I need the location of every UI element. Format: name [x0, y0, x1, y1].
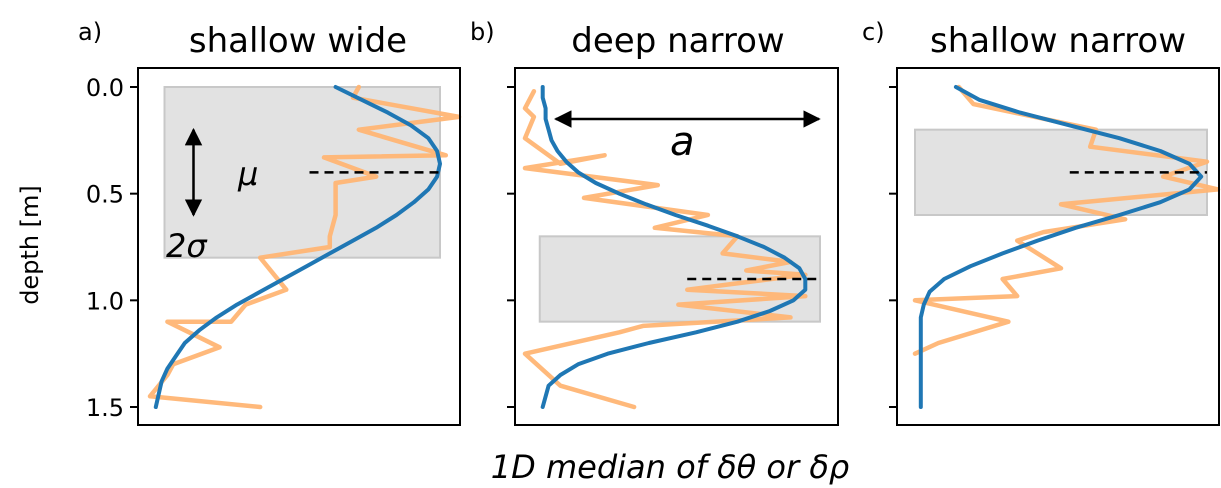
- series-line-orange: [147, 84, 462, 410]
- series-line-blue: [540, 85, 808, 409]
- panel-letter: a): [78, 18, 102, 46]
- axes-frame: [514, 67, 839, 426]
- panel-c: c) shallow narrow: [862, 18, 1221, 426]
- amplitude-a-label: a: [670, 119, 695, 165]
- y-tick-label: 0.5: [86, 181, 124, 209]
- panel-title: shallow wide: [189, 21, 407, 61]
- series-line-blue: [918, 85, 1204, 409]
- y-tick-label: 1.5: [86, 394, 124, 422]
- panel-b: a b) deep narrow: [470, 18, 839, 426]
- series-line-blue: [153, 85, 442, 409]
- panel-letter: b): [470, 18, 495, 46]
- axes-frame: [896, 67, 1220, 426]
- panel-a: μ 2σ 0.0 0.5 1.0 1.5 a) shallow wide: [78, 18, 462, 426]
- y-tick-label: 0.0: [86, 74, 124, 102]
- y-axis-label: depth [m]: [16, 185, 44, 305]
- mu-label: μ: [237, 155, 258, 193]
- panel-title: deep narrow: [571, 21, 784, 61]
- y-tick-label: 1.0: [86, 287, 124, 315]
- series-line-orange: [912, 84, 1221, 356]
- series-line-orange: [522, 89, 808, 410]
- panel-title: shallow narrow: [930, 21, 1186, 61]
- x-axis-label: 1D median of δθ or δρ: [491, 448, 849, 486]
- panel-letter: c): [862, 18, 885, 46]
- two-sigma-label: 2σ: [166, 227, 208, 265]
- axes-frame: [137, 67, 461, 426]
